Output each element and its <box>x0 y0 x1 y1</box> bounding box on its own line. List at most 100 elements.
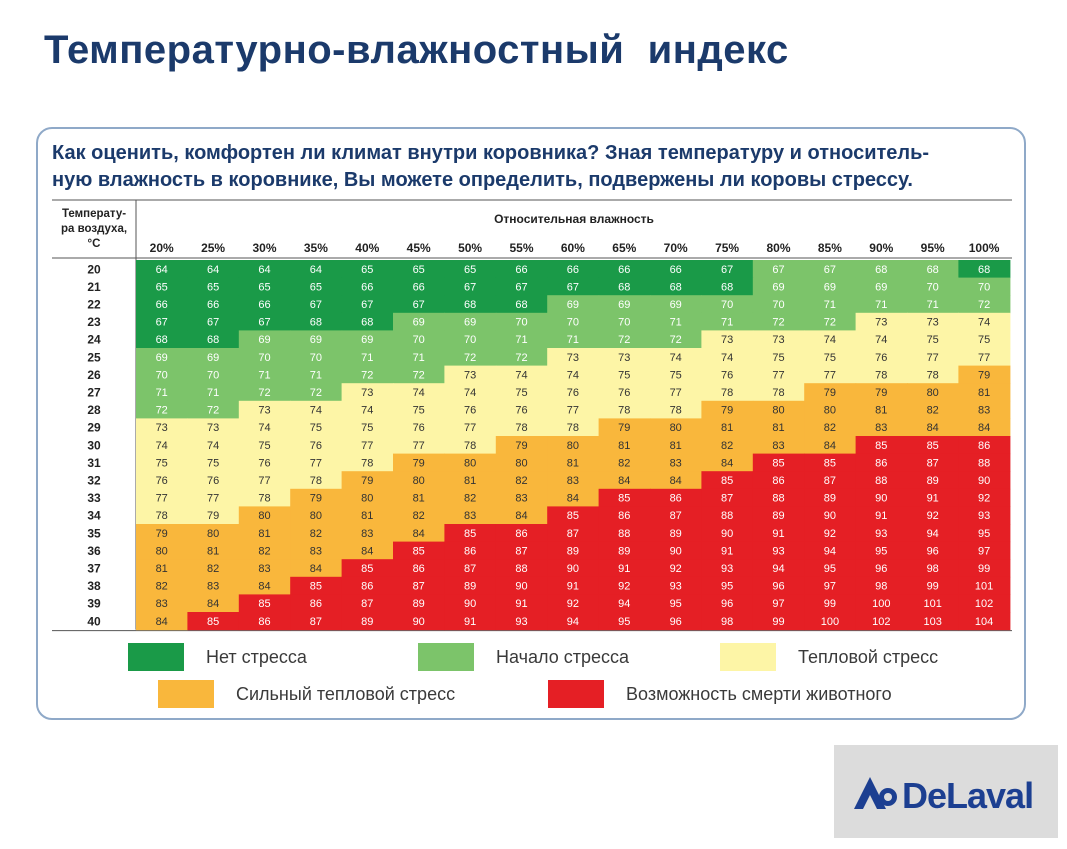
table-cell-value: 65 <box>156 281 168 293</box>
table-cell <box>444 365 497 384</box>
table-cell <box>238 436 291 455</box>
table-cell-value: 77 <box>361 440 373 452</box>
table-cell <box>855 488 908 507</box>
table-cell-value: 70 <box>618 317 630 329</box>
subtitle: Как оценить, комфортен ли климат внутри … <box>52 140 1017 194</box>
table-cell <box>598 576 651 595</box>
table-cell-value: 71 <box>927 299 939 311</box>
table-cell-value: 89 <box>464 581 476 593</box>
table-cell <box>136 260 188 279</box>
table-cell <box>958 312 1011 331</box>
table-cell-value: 99 <box>927 581 939 593</box>
table-cell <box>547 506 600 525</box>
table-cell-value: 74 <box>670 352 682 364</box>
table-cell-value: 69 <box>361 334 373 346</box>
table-cell-value: 74 <box>361 405 373 417</box>
table-cell <box>444 541 497 560</box>
table-cell-value: 69 <box>156 352 168 364</box>
table-cell <box>290 576 343 595</box>
table-cell <box>187 312 240 331</box>
table-cell-value: 78 <box>670 405 682 417</box>
column-label: 45% <box>407 241 431 255</box>
table-cell <box>804 260 857 279</box>
table-cell <box>598 559 651 578</box>
table-cell <box>290 488 343 507</box>
table-cell <box>958 559 1011 578</box>
table-cell <box>907 559 959 578</box>
table-cell-value: 76 <box>464 405 476 417</box>
table-cell <box>804 295 857 314</box>
table-cell-value: 95 <box>618 616 630 628</box>
table-cell <box>238 277 291 296</box>
table-cell-value: 79 <box>721 405 733 417</box>
table-cell-value: 84 <box>515 510 527 522</box>
table-cell <box>598 506 651 525</box>
table-cell-value: 93 <box>978 510 990 522</box>
table-cell-value: 75 <box>310 422 322 434</box>
table-cell-value: 99 <box>824 598 836 610</box>
table-cell-value: 80 <box>515 457 527 469</box>
table-cell <box>187 436 240 455</box>
table-cell-value: 96 <box>670 616 682 628</box>
table-cell <box>855 312 908 331</box>
table-cell <box>495 436 548 455</box>
row-label: 36 <box>87 544 101 558</box>
table-cell-value: 70 <box>515 317 527 329</box>
table-cell-value: 80 <box>258 510 270 522</box>
table-cell-value: 90 <box>824 510 836 522</box>
table-cell-value: 84 <box>156 616 168 628</box>
table-cell <box>547 541 600 560</box>
table-cell <box>136 295 188 314</box>
table-cell-value: 77 <box>464 422 476 434</box>
table-cell <box>958 488 1011 507</box>
table-cell <box>495 506 548 525</box>
table-cell-value: 71 <box>361 352 373 364</box>
table-cell <box>444 524 497 543</box>
table-cell <box>598 471 651 490</box>
table-cell-value: 76 <box>721 369 733 381</box>
table-cell <box>907 594 959 613</box>
table-cell <box>341 295 394 314</box>
table-cell <box>855 506 908 525</box>
table-cell <box>187 524 240 543</box>
table-cell <box>290 559 343 578</box>
table-cell-value: 81 <box>670 440 682 452</box>
table-cell-value: 77 <box>772 369 784 381</box>
table-cell <box>650 277 702 296</box>
table-cell <box>598 541 651 560</box>
table-cell-value: 72 <box>824 317 836 329</box>
table-cell <box>907 541 959 560</box>
table-cell <box>855 400 908 419</box>
table-cell <box>804 576 857 595</box>
table-cell <box>136 400 188 419</box>
table-cell-value: 94 <box>567 616 579 628</box>
table-cell <box>855 559 908 578</box>
table-cell <box>393 295 445 314</box>
table-cell <box>958 383 1011 402</box>
table-cell-value: 70 <box>772 299 784 311</box>
table-cell <box>444 612 497 631</box>
table-cell <box>752 453 805 472</box>
table-cell <box>752 506 805 525</box>
table-cell-value: 85 <box>361 563 373 575</box>
table-cell <box>495 541 548 560</box>
row-label: 31 <box>87 456 101 470</box>
table-cell <box>804 541 857 560</box>
table-cell <box>136 453 188 472</box>
table-cell <box>650 559 702 578</box>
table-cell <box>290 594 343 613</box>
table-cell-value: 75 <box>772 352 784 364</box>
table-cell <box>444 277 497 296</box>
table-cell-value: 92 <box>567 598 579 610</box>
table-cell-value: 76 <box>156 475 168 487</box>
table-cell <box>701 453 754 472</box>
table-cell <box>341 524 394 543</box>
table-cell <box>495 471 548 490</box>
table-cell-value: 76 <box>310 440 322 452</box>
table-cell-value: 87 <box>927 457 939 469</box>
table-cell-value: 72 <box>207 405 219 417</box>
table-cell <box>495 594 548 613</box>
table-cell <box>650 453 702 472</box>
table-cell-value: 96 <box>721 598 733 610</box>
